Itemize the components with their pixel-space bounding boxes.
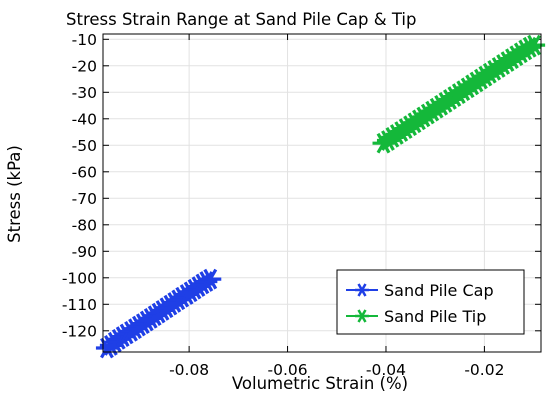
sand-pile-cap-series xyxy=(95,268,222,359)
y-tick-label: -30 xyxy=(72,84,97,102)
y-tick-label: -20 xyxy=(72,57,97,75)
sand-pile-cap-point xyxy=(195,271,218,292)
y-tick-label: -90 xyxy=(72,243,97,261)
chart-title: Stress Strain Range at Sand Pile Cap & T… xyxy=(66,10,416,29)
legend: Sand Pile Cap Sand Pile Tip xyxy=(336,269,525,335)
y-tick-label: -40 xyxy=(72,110,97,128)
x-tick-label: -0.02 xyxy=(464,361,504,379)
legend-label-sand-pile-tip: Sand Pile Tip xyxy=(384,307,486,326)
sand-pile-tip-series xyxy=(372,34,546,154)
y-tick-label: -70 xyxy=(72,190,97,208)
y-tick-label: -50 xyxy=(72,137,97,155)
y-axis-title: Stress (kPa) xyxy=(5,145,24,243)
x-tick-label: -0.06 xyxy=(267,361,307,379)
y-tick-label: -10 xyxy=(72,31,97,49)
legend-label-sand-pile-cap: Sand Pile Cap xyxy=(384,281,494,300)
x-tick-label: -0.04 xyxy=(366,361,406,379)
y-tick-label: -80 xyxy=(72,216,97,234)
y-tick-label: -110 xyxy=(62,296,97,314)
x-axis-tick-labels: -0.08 -0.06 -0.04 -0.02 xyxy=(169,361,504,379)
x-axis-title: Volumetric Strain (%) xyxy=(232,374,408,393)
y-tick-label: -120 xyxy=(62,322,97,340)
legend-box xyxy=(336,269,525,335)
y-axis-tick-labels: -10 -20 -30 -40 -50 -60 -70 -80 -90 -100 -110 -120 xyxy=(62,31,97,340)
legend-marker-sand-pile-tip xyxy=(355,309,369,323)
plot-area xyxy=(95,34,546,359)
plot-frame xyxy=(102,33,542,353)
y-tick-label: -100 xyxy=(62,269,97,287)
legend-marker-sand-pile-cap xyxy=(355,283,369,297)
y-tick-label: -60 xyxy=(72,163,97,181)
sand-pile-cap-point xyxy=(199,268,222,290)
x-tick-label: -0.08 xyxy=(169,361,209,379)
